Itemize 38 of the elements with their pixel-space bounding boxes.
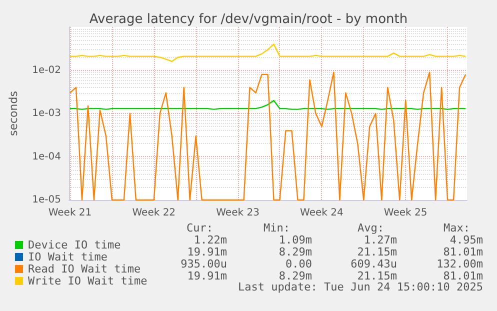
legend-label: Device IO time <box>28 238 121 252</box>
x-tick-label: Week 25 <box>384 208 428 218</box>
text: 1.22m <box>194 234 228 246</box>
y-tick-label: 1e-04 <box>32 151 61 162</box>
y-tick-label: 1e-03 <box>32 108 61 119</box>
text: 609.43u <box>350 258 397 270</box>
y-tick-label: 1e-02 <box>32 64 61 76</box>
text: 19.91m <box>187 246 228 258</box>
text: 4.95m <box>450 234 484 246</box>
text: 132.00m <box>436 258 484 270</box>
text: 81.01m <box>443 246 484 258</box>
x-tick-label: Week 21 <box>48 208 92 218</box>
text: 21.15m <box>357 246 398 258</box>
x-tick-label: Week 24 <box>300 208 344 218</box>
text: Cur: <box>186 222 213 234</box>
text: Max: <box>444 222 470 234</box>
legend-label: IO Wait time <box>28 250 108 264</box>
chart-title: Average latency for /dev/vgmain/root - by month <box>89 12 408 27</box>
text: 81.01m <box>443 270 484 282</box>
text: Min: <box>264 222 290 234</box>
text: 1.09m <box>278 234 312 246</box>
x-tick-label: Week 23 <box>216 208 260 218</box>
y-tick-label: 1e-05 <box>32 194 61 206</box>
legend-label: Read IO Wait time <box>28 262 141 276</box>
text: 19.91m <box>187 270 228 282</box>
text: 935.00u <box>180 258 227 270</box>
text: 1.27m <box>364 234 398 246</box>
y-axis-title: seconds <box>7 90 20 136</box>
text: 0.00 <box>286 258 312 270</box>
text: Avg: <box>358 222 384 234</box>
legend-label: Write IO Wait time <box>28 274 148 288</box>
x-tick-label: Week 22 <box>132 208 176 218</box>
text: 21.15m <box>357 270 398 282</box>
line-series <box>69 44 466 62</box>
text: 8.29m <box>278 270 312 282</box>
line-series <box>69 100 466 110</box>
text: 8.29m <box>278 246 312 258</box>
text: Last update: Tue Jun 24 15:00:10 2025 <box>238 280 483 294</box>
